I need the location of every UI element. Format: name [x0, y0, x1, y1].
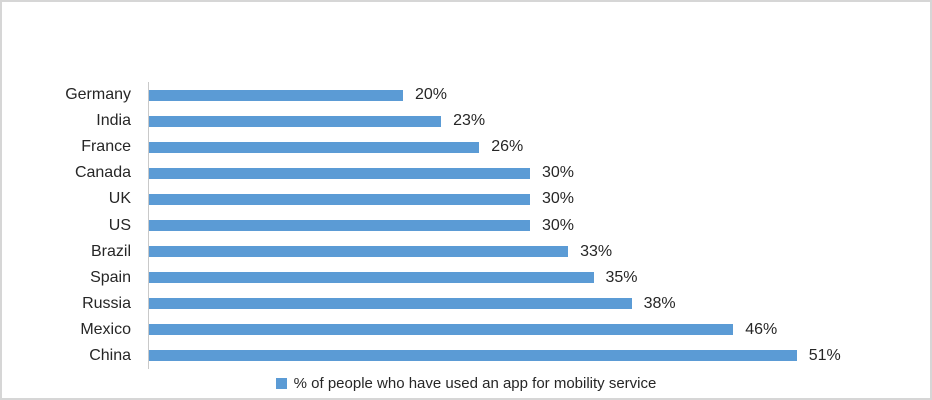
value-label: 23% — [453, 112, 486, 130]
category-label: India — [96, 112, 131, 130]
category-label: Brazil — [90, 242, 131, 260]
value-label: 38% — [643, 294, 676, 312]
value-label: 33% — [580, 242, 613, 260]
bar[interactable] — [149, 246, 569, 258]
category-label: Spain — [90, 268, 131, 286]
chart-row: Brazil 33% — [2, 238, 930, 265]
chart-row: Germany 20% — [2, 82, 930, 109]
bar[interactable] — [149, 193, 530, 205]
category-label: UK — [108, 190, 131, 208]
legend-marker-icon — [275, 378, 287, 390]
chart-row: Spain 35% — [2, 264, 930, 291]
bar[interactable] — [149, 115, 442, 127]
bar-track: 26% — [148, 134, 930, 161]
category-label: Mexico — [80, 320, 131, 338]
category-label: Germany — [65, 86, 131, 104]
bar-track: 30% — [148, 186, 930, 213]
category-label: China — [89, 346, 131, 364]
value-label: 46% — [745, 320, 778, 338]
bar[interactable] — [149, 324, 734, 336]
bar[interactable] — [149, 220, 530, 232]
chart-row: Russia 38% — [2, 290, 930, 317]
bar[interactable] — [149, 350, 797, 362]
chart-row: UK 30% — [2, 186, 930, 213]
bar-track: 23% — [148, 108, 930, 135]
bar[interactable] — [149, 298, 632, 310]
value-label: 35% — [605, 268, 638, 286]
legend[interactable]: % of people who have used an app for mob… — [2, 375, 930, 392]
bar-track: 33% — [148, 238, 930, 265]
chart-row: India 23% — [2, 108, 930, 135]
bar-track: 30% — [148, 160, 930, 187]
value-label: 51% — [808, 346, 841, 364]
legend-label: % of people who have used an app for mob… — [293, 375, 657, 393]
value-label: 20% — [415, 86, 448, 104]
bar[interactable] — [149, 272, 594, 284]
bar-track: 30% — [148, 212, 930, 239]
value-label: 26% — [491, 138, 524, 156]
category-label: US — [108, 216, 131, 234]
bar-track: 38% — [148, 290, 930, 317]
bar[interactable] — [149, 167, 530, 179]
chart-row: France 26% — [2, 134, 930, 161]
chart-row: US 30% — [2, 212, 930, 239]
value-label: 30% — [542, 190, 575, 208]
bar[interactable] — [149, 141, 480, 153]
bar-track: 46% — [148, 316, 930, 343]
category-label: Russia — [82, 294, 131, 312]
bar-track: 51% — [148, 342, 930, 370]
category-label: France — [81, 138, 131, 156]
chart-row: China 51% — [2, 342, 930, 370]
bar-track: 35% — [148, 264, 930, 291]
chart-row: Mexico 46% — [2, 316, 930, 343]
category-label: Canada — [74, 164, 131, 182]
chart-row: Canada 30% — [2, 160, 930, 187]
value-label: 30% — [542, 164, 575, 182]
plot-area: Germany 20% India 23% France 26% Canada — [2, 82, 930, 370]
bar[interactable] — [149, 89, 403, 101]
bar-track: 20% — [148, 82, 930, 109]
value-label: 30% — [542, 216, 575, 234]
